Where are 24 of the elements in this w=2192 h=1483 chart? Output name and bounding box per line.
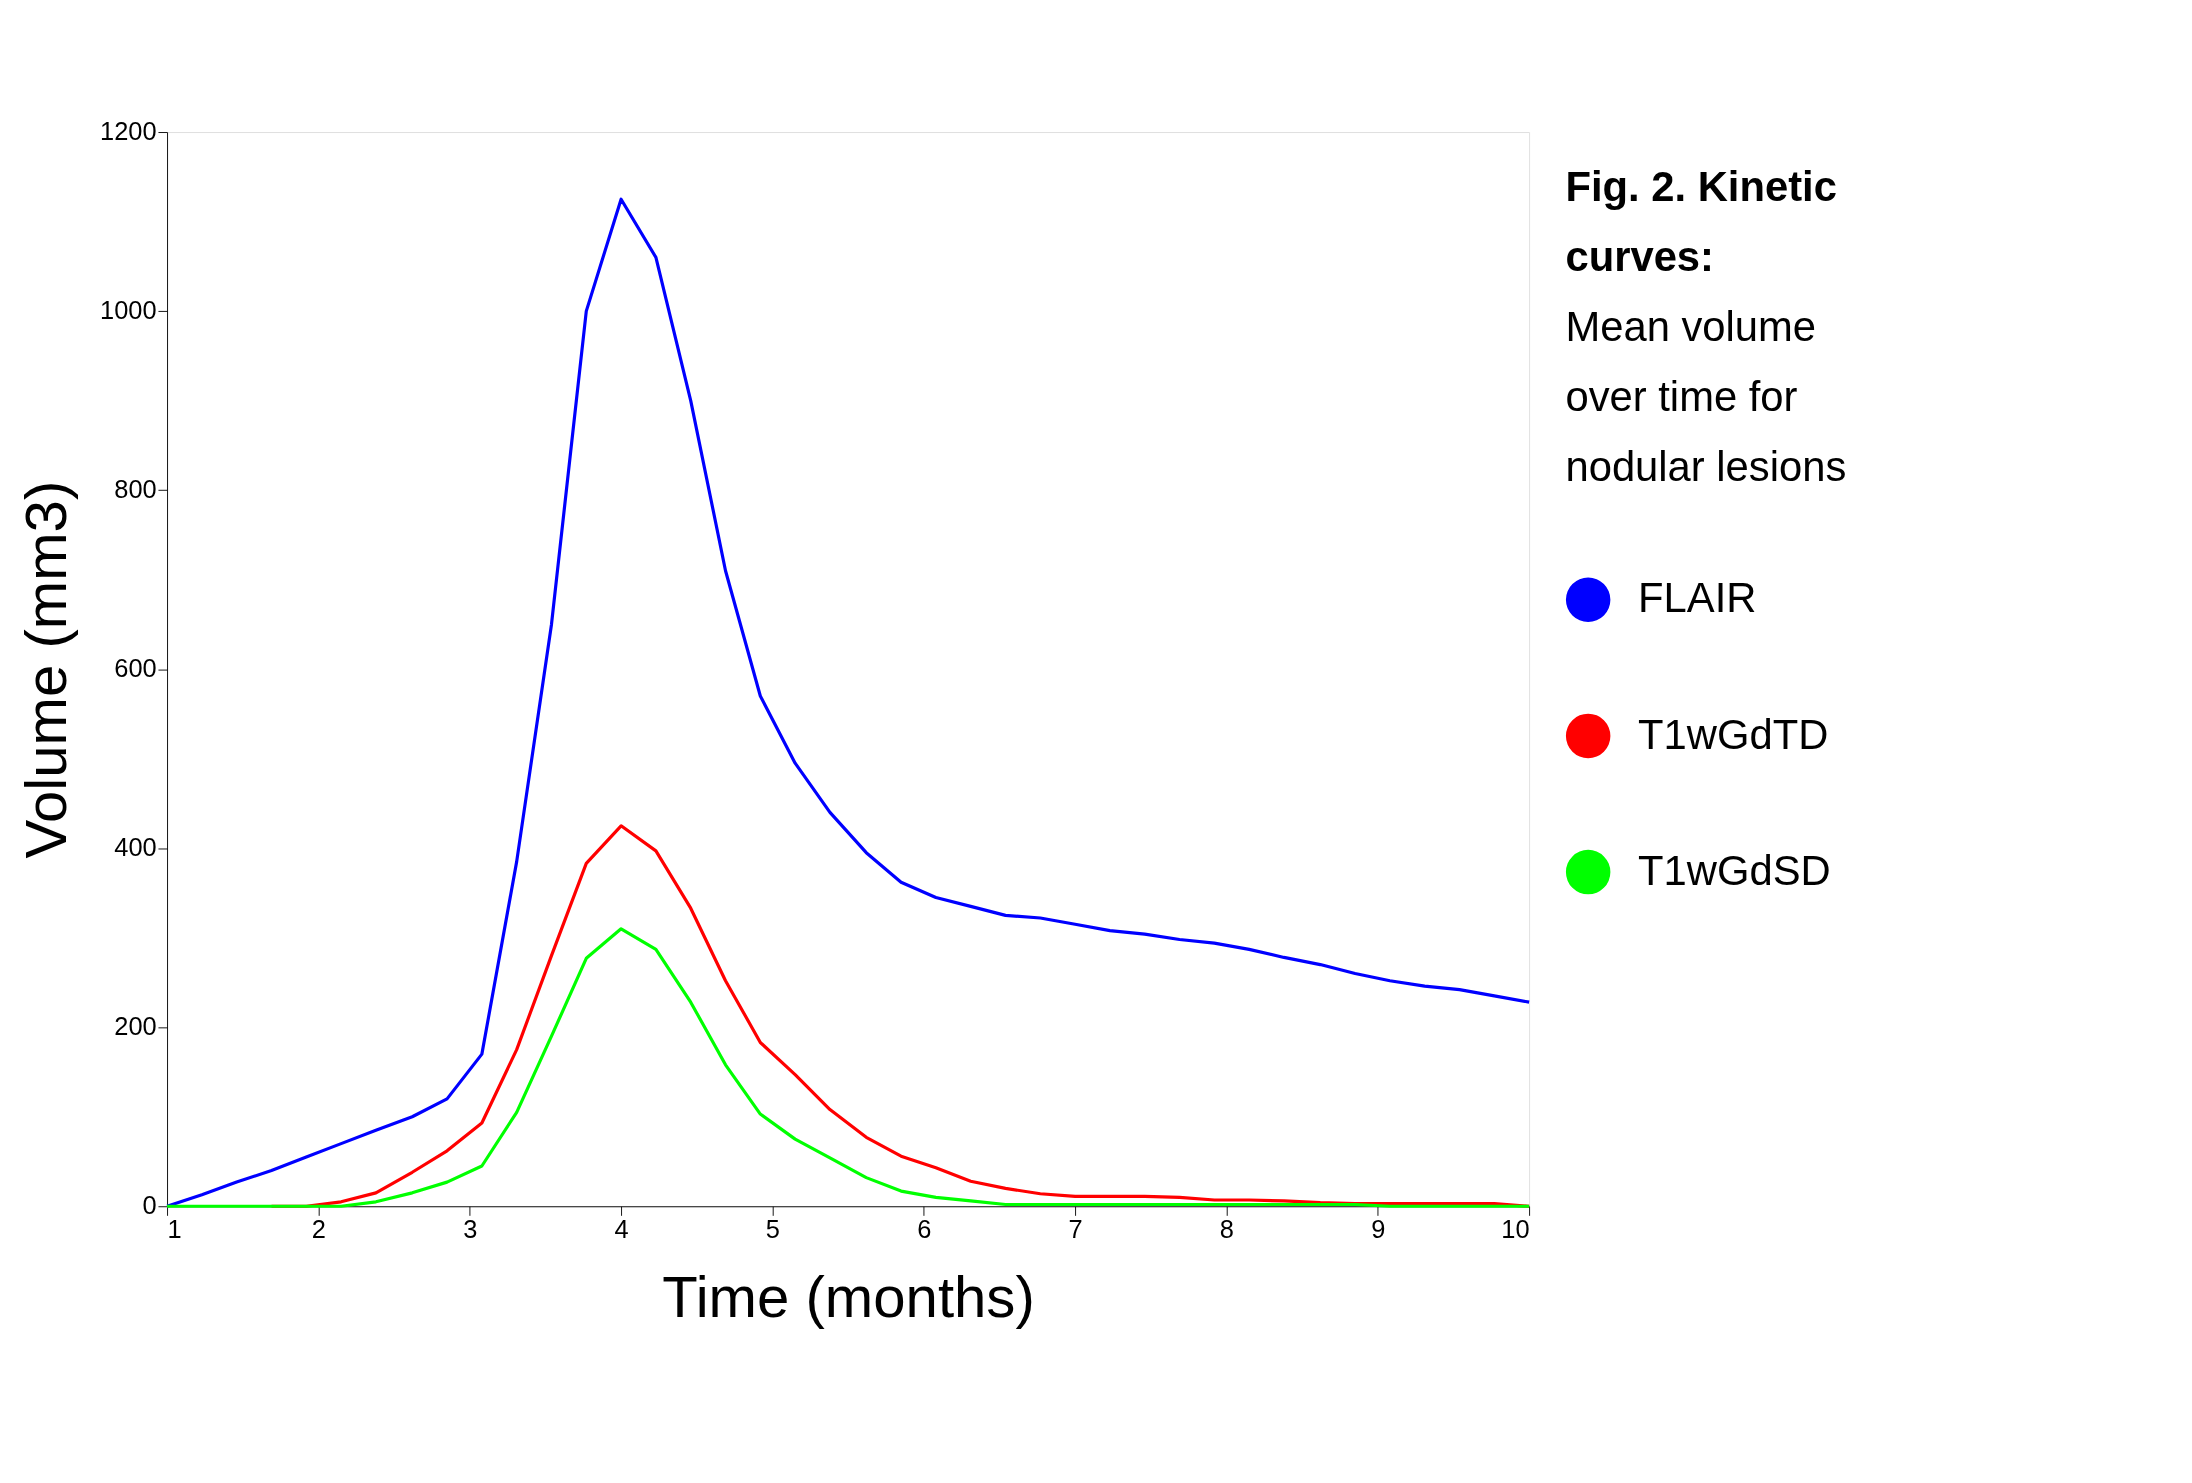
- x-tick-label: 10: [1501, 1214, 1530, 1243]
- y-tick-label: 1000: [100, 295, 157, 324]
- y-tick-label: 800: [114, 474, 157, 503]
- legend-label: T1wGdTD: [1638, 710, 1829, 758]
- x-tick-label: 6: [917, 1214, 932, 1243]
- x-tick-label: 2: [311, 1214, 326, 1243]
- text: Mean volume over time for nodular lesions: [1565, 302, 1847, 490]
- x-tick-label: 7: [1068, 1214, 1083, 1243]
- x-tick-label: 3: [463, 1214, 478, 1243]
- y-tick-label: 200: [114, 1011, 157, 1040]
- x-tick-label: 5: [765, 1214, 780, 1243]
- y-tick-label: 1200: [100, 116, 157, 145]
- x-tick-label: 9: [1371, 1214, 1386, 1243]
- y-tick-label: 600: [114, 653, 157, 682]
- text: Fig. 2. Kinetic curves:: [1565, 163, 1837, 280]
- x-tick-label: 4: [614, 1214, 629, 1243]
- legend-label: T1wGdSD: [1638, 846, 1831, 894]
- y-axis-title: Volume (mm3): [12, 480, 78, 859]
- x-axis-title: Time (months): [662, 1263, 1035, 1329]
- y-tick-label: 0: [142, 1191, 157, 1219]
- x-tick-label: 8: [1219, 1214, 1234, 1243]
- y-tick-label: 400: [114, 832, 157, 861]
- legend-label: FLAIR: [1638, 574, 1757, 622]
- x-tick-label: 1: [167, 1214, 182, 1243]
